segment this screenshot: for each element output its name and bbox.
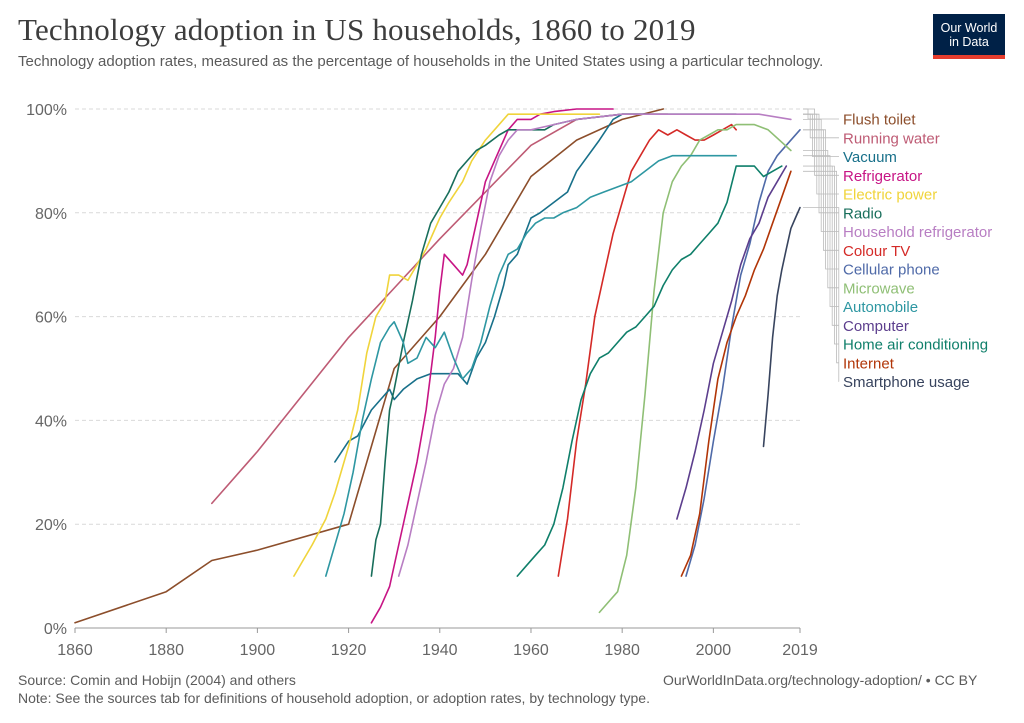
legend-label: Cellular phone <box>843 262 940 279</box>
x-tick-label: 2019 <box>782 642 818 659</box>
legend-connector <box>803 150 839 289</box>
source-note: Source: Comin and Hobijn (2004) and othe… <box>18 672 296 688</box>
legend-label: Microwave <box>843 280 915 297</box>
owid-logo[interactable]: Our World in Data <box>933 14 1005 59</box>
x-tick-label: 1980 <box>604 642 640 659</box>
legend-label: Colour TV <box>843 243 910 260</box>
source-url[interactable]: OurWorldInData.org/technology-adoption/ … <box>663 672 978 688</box>
x-tick-label: 1920 <box>331 642 367 659</box>
series-line <box>370 108 614 624</box>
legend-label: Home air conditioning <box>843 337 988 354</box>
legend-label: Vacuum <box>843 149 897 166</box>
x-tick-label: 1960 <box>513 642 549 659</box>
legend-label: Computer <box>843 318 909 335</box>
legend-label: Internet <box>843 355 895 372</box>
series-line <box>598 123 792 614</box>
series-line <box>676 165 788 520</box>
footnote: Note: See the sources tab for definition… <box>18 690 650 706</box>
series-line <box>680 170 792 577</box>
legend-label: Electric power <box>843 187 937 204</box>
series-line <box>74 108 664 624</box>
series-line <box>325 154 737 577</box>
legend-connector <box>803 170 839 364</box>
series-line <box>397 113 792 577</box>
chart-subtitle: Technology adoption rates, measured as t… <box>18 53 824 70</box>
series-line <box>211 113 669 505</box>
series-line <box>685 129 801 577</box>
legend-label: Household refrigerator <box>843 224 992 241</box>
legend-label: Refrigerator <box>843 168 922 185</box>
logo-line-2: in Data <box>949 35 989 49</box>
legend-label: Radio <box>843 205 882 222</box>
legend-label: Flush toilet <box>843 112 916 129</box>
y-tick-label: 80% <box>35 206 67 223</box>
x-tick-label: 1940 <box>422 642 458 659</box>
legend-label: Running water <box>843 130 940 147</box>
x-tick-label: 1880 <box>148 642 184 659</box>
legend-connector <box>803 113 839 214</box>
y-tick-label: 60% <box>35 310 67 327</box>
series-line <box>762 206 801 448</box>
series-line <box>516 165 783 577</box>
logo-line-1: Our World <box>940 21 998 35</box>
series-line <box>293 113 601 577</box>
x-tick-label: 1900 <box>240 642 276 659</box>
x-tick-label: 2000 <box>696 642 732 659</box>
y-tick-label: 20% <box>35 517 67 534</box>
legend-connector <box>803 108 839 176</box>
y-tick-label: 0% <box>44 621 67 638</box>
series-line <box>334 113 646 463</box>
legend-label: Smartphone usage <box>843 374 970 391</box>
x-tick-label: 1860 <box>57 642 93 659</box>
chart-title: Technology adoption in US households, 18… <box>18 12 696 47</box>
y-tick-label: 100% <box>26 102 67 119</box>
series-line <box>370 113 737 577</box>
y-tick-label: 40% <box>35 413 67 430</box>
legend-connector <box>803 207 840 382</box>
series-line <box>557 123 737 577</box>
legend-label: Automobile <box>843 299 918 316</box>
